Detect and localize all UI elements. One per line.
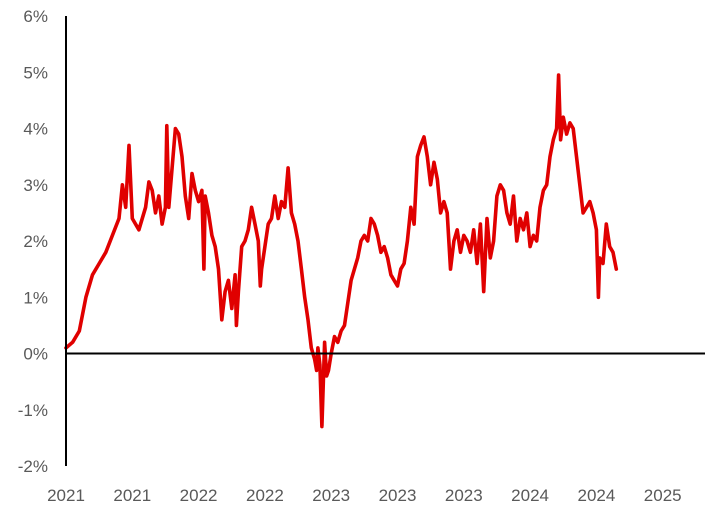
x-tick-label: 2024 (511, 486, 549, 505)
y-tick-label: 5% (23, 63, 48, 82)
x-tick-label: 2021 (47, 486, 85, 505)
y-tick-label: 4% (23, 120, 48, 139)
y-tick-label: 6% (23, 7, 48, 26)
y-axis-ticks: 6% 5% 4% 3% 2% 1% 0% -1% -2% (18, 7, 48, 476)
x-tick-label: 2022 (180, 486, 218, 505)
x-tick-label: 2023 (379, 486, 417, 505)
x-tick-label: 2022 (246, 486, 284, 505)
x-tick-label: 2023 (445, 486, 483, 505)
y-tick-label: 2% (23, 232, 48, 251)
y-tick-label: 1% (23, 288, 48, 307)
y-tick-label: -1% (18, 401, 48, 420)
x-tick-label: 2024 (577, 486, 615, 505)
y-tick-label: -2% (18, 457, 48, 476)
x-tick-label: 2021 (113, 486, 151, 505)
x-tick-label: 2023 (312, 486, 350, 505)
series-line (64, 73, 619, 429)
x-axis-ticks: 2021 2021 2022 2022 2023 2023 2023 2024 2024 2025 (47, 486, 682, 505)
y-tick-label: 3% (23, 176, 48, 195)
y-tick-label: 0% (23, 345, 48, 364)
x-tick-label: 2025 (644, 486, 682, 505)
